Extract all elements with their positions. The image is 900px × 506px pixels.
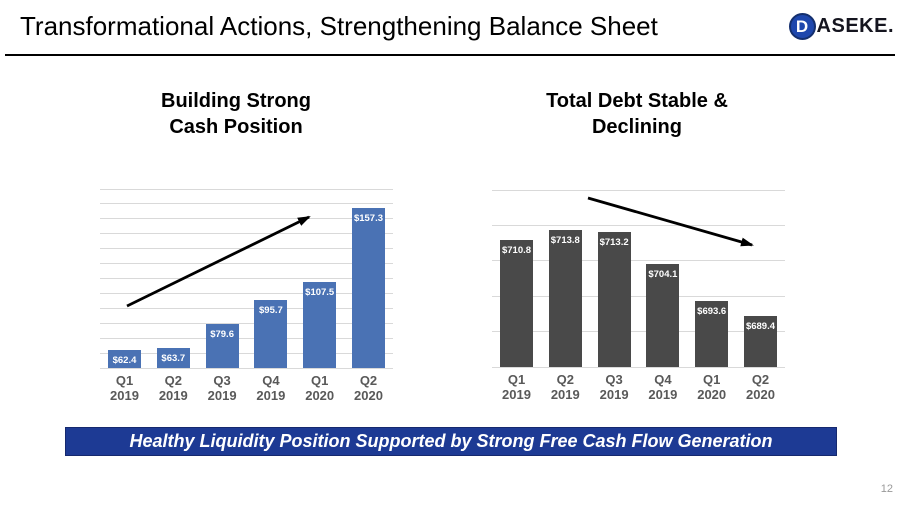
bar-group: $710.8 $713.8 $713.2 $704.1 $693.6 $689.4 [492,190,785,367]
axis-label: Q1 2019 [110,373,139,403]
liquidity-banner: Healthy Liquidity Position Supported by … [65,427,837,456]
bar-q4-2019: $704.1 [646,264,680,367]
bar-value-label: $713.8 [550,234,580,246]
axis-label: Q3 2019 [207,373,237,403]
debt-chart-title-line1: Total Debt Stable & [546,90,728,112]
axis-label: Q3 2019 [599,372,629,402]
gridline [100,322,393,324]
bar-value-label: $62.4 [112,354,137,366]
axis-label: Q4 2019 [256,373,286,403]
bar-value-label: $704.1 [648,269,678,280]
bar-q1-2019: $710.8 [500,240,533,367]
bar-q3-2019: $713.2 [597,231,631,367]
debt-chart-title: Total Debt Stable & Declining [461,88,813,140]
bar-value-label: $710.8 [501,245,532,257]
cash-chart-title: Building Strong Cash Position [60,88,412,140]
gridline [492,331,785,333]
bar-q2-2019: $63.7 [156,347,190,368]
axis-label: Q1 2020 [697,372,727,402]
gridline [492,366,785,368]
liquidity-banner-text: Healthy Liquidity Position Supported by … [129,431,773,451]
axis-label: Q4 2019 [648,372,678,402]
daseke-d-icon: D [788,13,816,40]
title-divider [5,54,895,56]
slide-title: Transformational Actions, Strengthening … [20,11,658,41]
page-number: 12 [880,483,893,495]
gridline [492,189,785,191]
cash-chart-title-line2: Cash Position [169,116,303,138]
axis-label: Q2 2019 [550,372,580,402]
gridline [100,367,393,369]
bar-value-label: $693.6 [697,306,727,318]
axis-label: Q1 2019 [502,372,531,402]
bar-value-label: $79.6 [210,328,234,340]
daseke-logo: D ASEKE. [788,13,894,40]
bar-value-label: $95.7 [259,304,283,316]
gridline [100,203,393,205]
bar-q2-2020: $157.3 [351,207,385,368]
bar-q3-2019: $79.6 [205,323,239,368]
x-axis-labels: Q1 2019 Q2 2019 Q3 2019 Q4 2019 Q1 2020 Q2 2020 [492,372,785,403]
bar-value-label: $689.4 [745,321,776,333]
axis-label: Q2 2020 [354,373,383,403]
bar-q2-2019: $713.8 [548,229,582,367]
bar-q1-2019: $62.4 [108,349,141,368]
total-debt-chart: $710.8 $713.8 $713.2 $704.1 $693.6 $689.4 Q1 20… [492,189,785,402]
gridline [100,352,393,354]
axis-label: Q2 2019 [158,373,188,403]
gridline [492,295,785,297]
daseke-wordmark: ASEKE. [816,15,894,37]
axis-label: Q2 2020 [746,372,775,402]
gridline [100,188,393,190]
bar-q4-2019: $95.7 [254,299,288,368]
bar-q1-2020: $107.5 [303,282,337,368]
bar-q1-2020: $693.6 [695,301,729,367]
axis-label: Q1 2020 [305,373,335,403]
x-axis-labels: Q1 2019 Q2 2019 Q3 2019 Q4 2019 Q1 2020 Q2 2020 [100,373,393,404]
cash-chart-title-line1: Building Strong [161,90,311,112]
debt-chart-title-line2: Declining [591,116,682,138]
gridline [492,260,785,262]
bar-value-label: $63.7 [161,352,186,364]
bar-q2-2020: $689.4 [743,316,777,367]
bar-group: $62.4 $63.7 $79.6 $95.7 $107.5 $157.3 [100,189,393,368]
gridline [100,337,393,339]
cash-position-chart: $62.4 $63.7 $79.6 $95.7 $107.5 $157.3 Q1 2019 Q2… [100,188,393,403]
bar-value-label: $107.5 [305,287,335,299]
gridline [100,307,393,309]
bar-value-label: $157.3 [353,212,384,224]
bar-value-label: $713.2 [599,236,629,248]
